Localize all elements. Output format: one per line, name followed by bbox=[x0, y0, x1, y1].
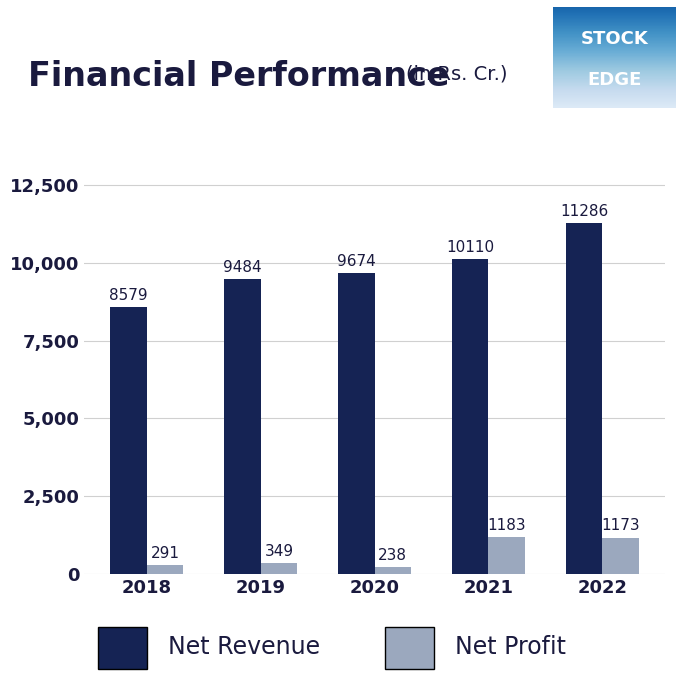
Bar bbox=[147, 565, 183, 574]
FancyBboxPatch shape bbox=[98, 626, 147, 668]
Text: Net Revenue: Net Revenue bbox=[168, 636, 320, 659]
Text: (in Rs. Cr.): (in Rs. Cr.) bbox=[406, 64, 508, 83]
Text: STOCK: STOCK bbox=[580, 31, 648, 48]
Text: EDGE: EDGE bbox=[587, 71, 641, 89]
Text: 349: 349 bbox=[265, 544, 293, 559]
Text: Net Profit: Net Profit bbox=[455, 636, 566, 659]
Bar bbox=[489, 537, 525, 574]
FancyBboxPatch shape bbox=[385, 626, 434, 668]
Bar bbox=[602, 538, 638, 574]
Text: 238: 238 bbox=[378, 547, 407, 563]
Text: 1183: 1183 bbox=[487, 518, 526, 533]
Bar bbox=[452, 260, 489, 574]
Text: 9484: 9484 bbox=[223, 260, 262, 275]
Text: 11286: 11286 bbox=[560, 204, 608, 219]
Bar bbox=[566, 223, 602, 574]
Text: Financial Performance: Financial Performance bbox=[28, 60, 449, 92]
Bar bbox=[374, 566, 411, 574]
Text: 9674: 9674 bbox=[337, 254, 376, 269]
Bar bbox=[111, 307, 147, 574]
Text: 1173: 1173 bbox=[601, 519, 640, 533]
Bar bbox=[260, 563, 297, 574]
Text: 10110: 10110 bbox=[446, 240, 494, 256]
Bar bbox=[224, 279, 260, 574]
Bar bbox=[338, 273, 374, 574]
Text: 291: 291 bbox=[150, 546, 179, 561]
Text: 8579: 8579 bbox=[109, 288, 148, 303]
